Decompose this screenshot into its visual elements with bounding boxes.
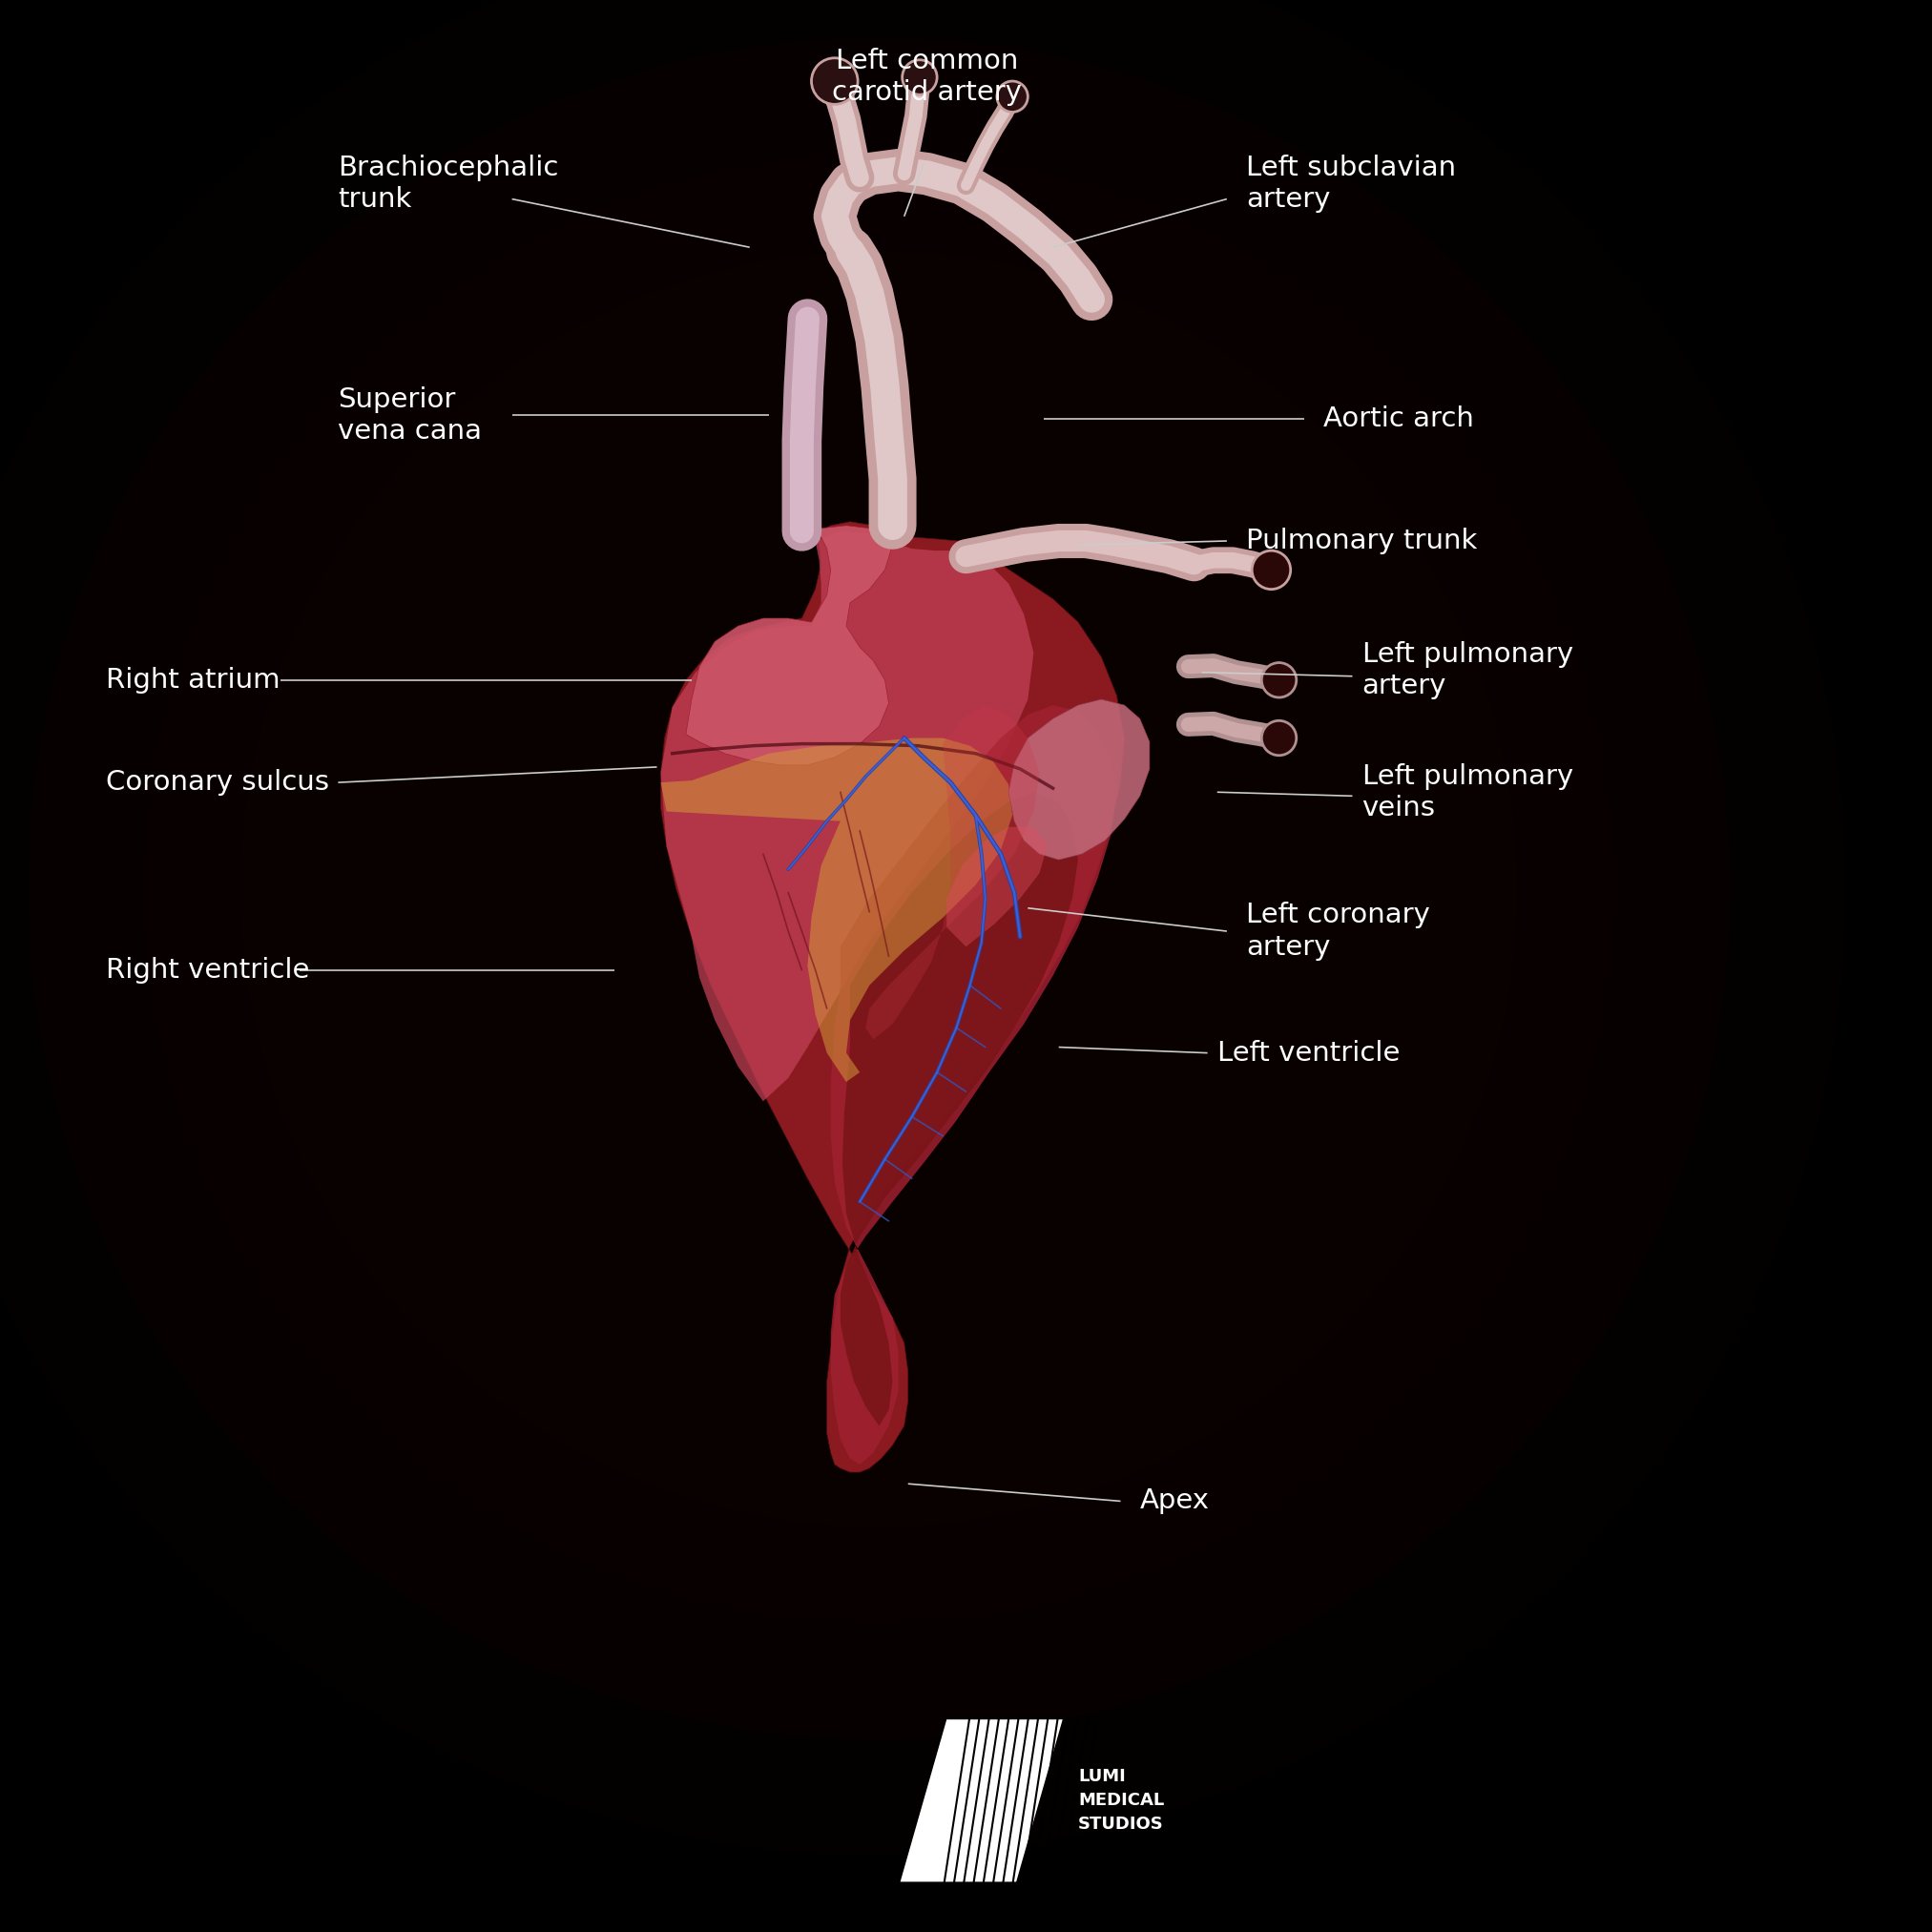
Polygon shape [686,526,893,765]
Polygon shape [947,827,1047,947]
Text: Pulmonary trunk: Pulmonary trunk [1246,527,1478,554]
Text: Left pulmonary
veins: Left pulmonary veins [1362,763,1573,821]
Text: Left ventricle: Left ventricle [1217,1039,1401,1066]
Polygon shape [661,531,1034,1101]
Text: Left common
carotid artery: Left common carotid artery [833,48,1022,106]
Polygon shape [900,1719,1063,1882]
Circle shape [1252,551,1291,589]
Circle shape [1262,721,1296,755]
Circle shape [1262,663,1296,697]
Text: Superior
vena cana: Superior vena cana [338,386,483,444]
Text: LUMI
MEDICAL
STUDIOS: LUMI MEDICAL STUDIOS [1078,1768,1165,1833]
Text: Aortic arch: Aortic arch [1323,406,1474,433]
Polygon shape [661,738,1012,1082]
Text: Left subclavian
artery: Left subclavian artery [1246,155,1457,213]
Circle shape [0,0,1845,1855]
Polygon shape [840,792,1078,1426]
Text: Right atrium: Right atrium [106,667,280,694]
Polygon shape [1009,699,1150,860]
Text: Brachiocephalic
trunk: Brachiocephalic trunk [338,155,558,213]
Polygon shape [831,705,1117,1464]
Circle shape [29,39,1729,1739]
Text: Left pulmonary
artery: Left pulmonary artery [1362,641,1573,699]
Text: Left coronary
artery: Left coronary artery [1246,902,1430,960]
Circle shape [242,251,1517,1526]
Text: Coronary sulcus: Coronary sulcus [106,769,330,796]
Circle shape [997,81,1028,112]
Text: Apex: Apex [1140,1488,1209,1515]
Circle shape [338,348,1420,1430]
Circle shape [811,58,858,104]
Circle shape [902,60,937,95]
Circle shape [145,155,1613,1623]
Polygon shape [866,705,1039,1039]
Text: Right ventricle: Right ventricle [106,956,309,983]
Polygon shape [661,522,1124,1472]
